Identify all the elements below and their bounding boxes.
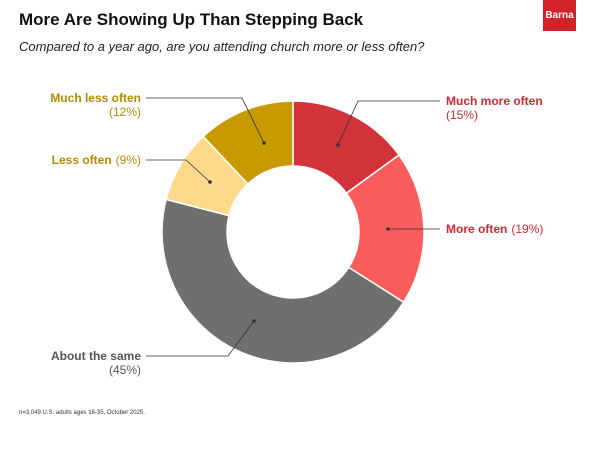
leader-dot xyxy=(386,227,390,231)
slice-labels: Much more often (15%) More often (19%) About… xyxy=(50,91,543,377)
leader-lines xyxy=(146,97,440,357)
slice-label-value: (12%) xyxy=(109,105,141,119)
leader-dot xyxy=(336,143,340,147)
leader-dot xyxy=(262,141,266,145)
donut-slices xyxy=(161,100,425,364)
slice-label: Much more often (15%) xyxy=(446,94,543,122)
slice-label: More often (19%) xyxy=(446,222,543,236)
leader-line xyxy=(146,97,265,144)
barna-logo: Barna xyxy=(543,0,576,31)
chart-subtitle: Compared to a year ago, are you attendin… xyxy=(19,39,425,54)
slice-label-name: More often xyxy=(446,222,507,236)
slice-label-name: About the same xyxy=(51,349,141,363)
chart-title: More Are Showing Up Than Stepping Back xyxy=(19,10,364,29)
leader-dot xyxy=(252,319,256,323)
slice-label-value: (15%) xyxy=(446,108,478,122)
slice-about-the-same xyxy=(161,198,405,364)
slice-label: Less often (9%) xyxy=(52,153,141,167)
leader-line xyxy=(337,100,440,146)
slice-label-value: (9%) xyxy=(116,153,141,167)
leader-dot xyxy=(208,180,212,184)
slice-more-often xyxy=(345,153,425,304)
slice-much-less-often xyxy=(202,100,294,185)
slice-label-name: Much less often xyxy=(50,91,141,105)
slice-label: Much less often (12%) xyxy=(50,91,141,119)
footnote: n=3,049 U.S. adults ages 18-35, October … xyxy=(19,410,145,416)
slice-label-name: Less often xyxy=(52,153,112,167)
slice-label: About the same (45%) xyxy=(51,349,141,377)
slice-label-name: Much more often xyxy=(446,94,543,108)
leader-line xyxy=(146,159,211,183)
slice-label-value: (45%) xyxy=(109,363,141,377)
leader-line xyxy=(146,320,255,357)
slice-label-value: (19%) xyxy=(511,222,543,236)
